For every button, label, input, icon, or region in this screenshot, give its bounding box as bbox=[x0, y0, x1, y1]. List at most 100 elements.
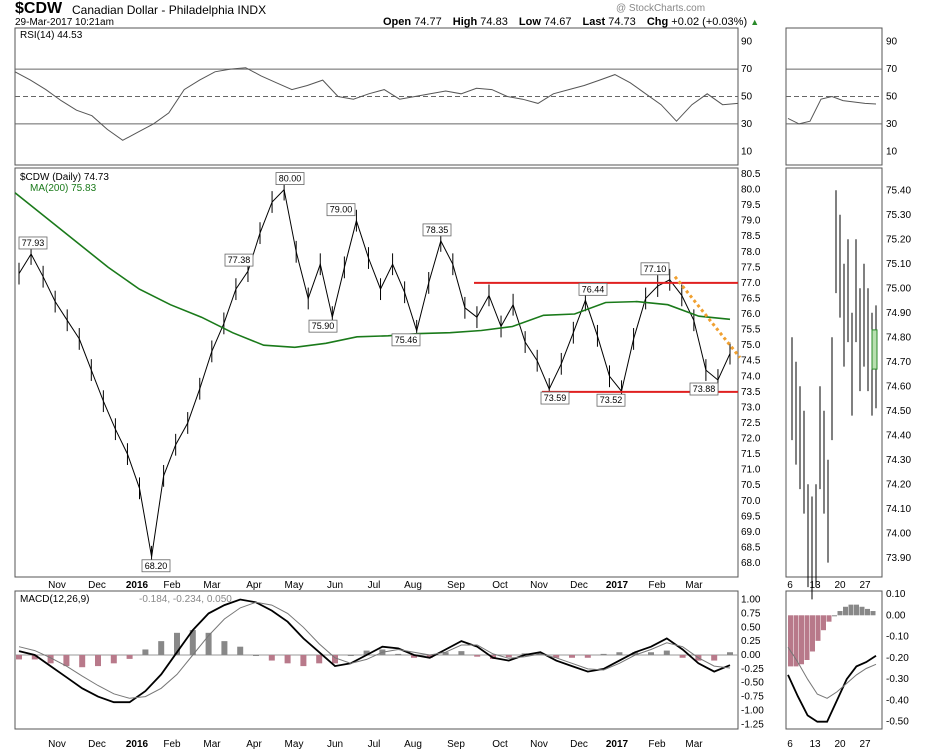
x-axis-label-bottom: Nov bbox=[48, 739, 66, 750]
macd-histogram-bar bbox=[95, 655, 101, 667]
side-x-label-mid: 20 bbox=[834, 580, 846, 591]
x-axis-label-mid: Mar bbox=[685, 580, 703, 591]
macd-histogram-bar bbox=[648, 652, 654, 656]
price-tick-label: 71.0 bbox=[741, 465, 761, 476]
side-macd-histogram-bar bbox=[810, 615, 815, 652]
macd-histogram-bar bbox=[395, 653, 402, 656]
macd-histogram-bar bbox=[237, 646, 244, 656]
macd-tick-label: -0.75 bbox=[741, 692, 764, 703]
x-axis-label-bottom: Oct bbox=[492, 739, 508, 750]
macd-histogram-bar bbox=[221, 641, 228, 656]
symbol-title: $CDW bbox=[15, 0, 63, 17]
side-macd-histogram-bar bbox=[821, 615, 826, 631]
side-rsi-tick-label: 30 bbox=[886, 119, 898, 130]
rsi-tick-label: 70 bbox=[741, 64, 753, 75]
x-axis-label-bottom: May bbox=[285, 739, 304, 750]
side-price-tick-label: 75.30 bbox=[886, 210, 911, 221]
x-axis-label-bottom: Jul bbox=[368, 739, 381, 750]
open-label: Open bbox=[383, 16, 412, 28]
price-tick-label: 79.0 bbox=[741, 216, 761, 227]
macd-histogram-bar bbox=[411, 655, 417, 658]
x-axis-label-bottom: Aug bbox=[404, 739, 422, 750]
signal-line bbox=[18, 601, 731, 699]
macd-histogram-bar bbox=[142, 649, 149, 656]
price-annotation-box bbox=[224, 253, 254, 267]
price-tick-label: 70.5 bbox=[741, 480, 761, 491]
price-annotation: 79.00 bbox=[330, 205, 353, 215]
price-panel: $CDW (Daily) 74.73 MA(200) 75.83 bbox=[14, 167, 883, 578]
x-axis-label-bottom: Apr bbox=[246, 739, 262, 750]
price-tick-label: 74.5 bbox=[741, 356, 761, 367]
macd-tick-label: 0.00 bbox=[741, 650, 761, 661]
price-tick-label: 68.0 bbox=[741, 558, 761, 569]
macd-histogram-bar bbox=[110, 655, 117, 664]
price-annotation: 73.52 bbox=[600, 395, 623, 405]
macd-histogram-bar bbox=[332, 655, 338, 664]
macd-histogram-bar bbox=[63, 655, 70, 667]
x-axis-label-bottom: 2016 bbox=[126, 739, 149, 750]
x-axis-label-mid: May bbox=[285, 580, 304, 591]
side-rsi-line bbox=[787, 95, 877, 125]
x-axis-label-bottom: Feb bbox=[648, 739, 666, 750]
x-axis-label-mid: 2017 bbox=[606, 580, 629, 591]
macd-tick-label: 0.75 bbox=[741, 608, 761, 619]
x-axis-label-mid: Nov bbox=[48, 580, 66, 591]
side-macd-tick-label: -0.20 bbox=[886, 653, 909, 664]
side-price-tick-label: 74.60 bbox=[886, 381, 911, 392]
price-tick-label: 78.0 bbox=[741, 247, 761, 258]
rsi-tick-label: 90 bbox=[741, 37, 753, 48]
rsi-line bbox=[14, 67, 739, 141]
price-tick-label: 70.0 bbox=[741, 496, 761, 507]
price-tick-label: 80.5 bbox=[741, 169, 761, 180]
chart-marks: 90 90 70 70 50 50 30 30 10 10 80.5 80.0 79.5 79.0 78.5… bbox=[14, 37, 911, 750]
last-value: 74.73 bbox=[608, 16, 636, 28]
side-macd-histogram-bar bbox=[848, 604, 854, 616]
price-annotation: 75.46 bbox=[395, 335, 418, 345]
side-macd-line bbox=[787, 654, 877, 723]
side-macd-histogram-bar bbox=[865, 608, 870, 616]
price-annotation: 77.38 bbox=[228, 255, 251, 265]
price-annotation: 68.20 bbox=[145, 561, 168, 571]
macd-histogram-bar bbox=[458, 651, 465, 656]
macd-histogram-bar bbox=[189, 630, 196, 656]
side-price-tick-label: 74.80 bbox=[886, 332, 911, 343]
price-annotation-box bbox=[275, 172, 305, 185]
side-macd-histogram-bar bbox=[826, 615, 832, 622]
price-annotation-box bbox=[391, 333, 421, 347]
side-price-tick-label: 74.50 bbox=[886, 406, 911, 417]
side-price-tick-label: 75.10 bbox=[886, 259, 911, 270]
side-x-label-bottom: 20 bbox=[834, 739, 846, 750]
side-price-tick-label: 73.90 bbox=[886, 553, 911, 564]
side-x-label-bottom: 13 bbox=[809, 739, 821, 750]
up-arrow-icon: ▲ bbox=[750, 17, 760, 27]
side-macd-tick-label: -0.10 bbox=[886, 632, 909, 643]
x-axis-label-mid: Feb bbox=[648, 580, 666, 591]
macd-histogram-bar bbox=[727, 652, 733, 656]
macd-legend: MACD(12,26,9) bbox=[20, 594, 89, 605]
x-axis-label-mid: Jul bbox=[368, 580, 381, 591]
side-macd-histogram-bar bbox=[804, 615, 810, 660]
macd-histogram-bar bbox=[253, 655, 259, 657]
symbol-description: Canadian Dollar - Philadelphia INDX bbox=[72, 3, 267, 17]
low-label: Low bbox=[518, 16, 541, 28]
price-annotation: 76.44 bbox=[582, 284, 605, 294]
macd-histogram-bar bbox=[79, 655, 86, 668]
side-macd-histogram-bar bbox=[859, 606, 865, 616]
side-x-label-bottom: 6 bbox=[787, 739, 793, 750]
side-macd-histogram-bar bbox=[854, 604, 859, 616]
x-axis-label-mid: Oct bbox=[492, 580, 508, 591]
macd-tick-label: -0.25 bbox=[741, 664, 764, 675]
macd-tick-label: -1.25 bbox=[741, 719, 764, 730]
side-macd-histogram-bar bbox=[799, 615, 804, 665]
price-annotation-box bbox=[540, 391, 570, 405]
macd-histogram-bar bbox=[584, 655, 591, 658]
x-axis-label-bottom: Feb bbox=[163, 739, 181, 750]
side-macd-histogram-bar bbox=[793, 615, 799, 667]
macd-tick-label: 1.00 bbox=[741, 595, 761, 606]
price-annotation-box bbox=[308, 319, 338, 333]
price-annotation-box bbox=[578, 282, 608, 296]
side-signal-line bbox=[787, 646, 877, 699]
low-value: 74.67 bbox=[543, 16, 572, 28]
macd-histogram-bar bbox=[347, 655, 354, 657]
x-axis-label-mid: Nov bbox=[530, 580, 548, 591]
